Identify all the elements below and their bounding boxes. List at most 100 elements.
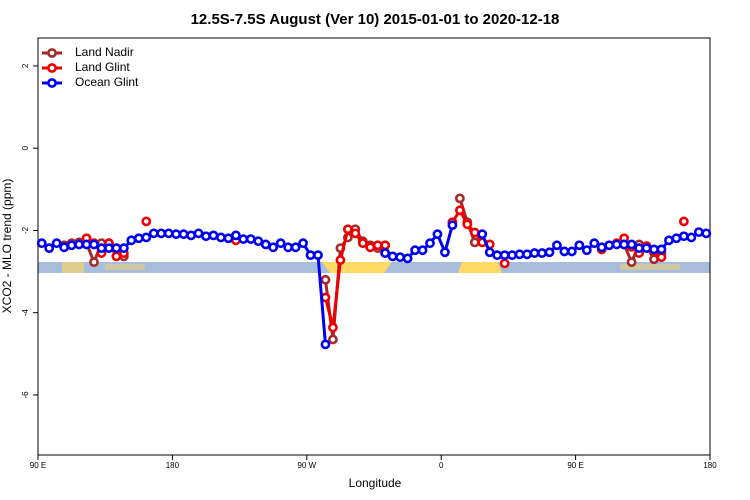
data-point [664, 235, 674, 246]
data-point [454, 205, 465, 216]
x-tick-label: 0 [439, 461, 444, 470]
data-point [36, 238, 47, 249]
data-point [298, 238, 308, 249]
data-point [126, 235, 137, 246]
data-point [634, 243, 644, 254]
data-point [156, 228, 167, 239]
data-point [380, 240, 391, 251]
data-point [447, 220, 458, 231]
data-point [111, 243, 122, 254]
data-point [313, 250, 323, 261]
plot-frame [37, 37, 711, 456]
data-point [208, 230, 219, 241]
data-point [469, 227, 480, 238]
data-point [477, 229, 488, 240]
data-point [417, 245, 428, 256]
data-point [552, 240, 562, 251]
x-tick-label: 90 E [30, 461, 46, 470]
data-point [89, 239, 99, 250]
y-tick-label: -2 [21, 226, 30, 234]
data-point [193, 228, 204, 239]
legend-marker [47, 78, 57, 88]
data-point [51, 238, 62, 249]
data-point [268, 242, 279, 253]
x-tick-label: 180 [703, 461, 717, 470]
data-point [499, 258, 510, 269]
data-point [649, 244, 659, 255]
legend-marker [47, 63, 57, 73]
data-point [223, 233, 234, 244]
data-point [454, 193, 465, 204]
data-point [111, 251, 122, 262]
data-point [432, 229, 443, 240]
data-point [186, 230, 196, 241]
data-point [230, 230, 241, 241]
data-point [514, 249, 525, 260]
data-point [372, 240, 383, 251]
data-point [171, 229, 182, 240]
data-point [402, 253, 413, 264]
data-point [462, 219, 473, 230]
data-point [626, 239, 637, 250]
data-point [484, 247, 495, 258]
x-tick-label: 90 E [567, 461, 583, 470]
land-strip [620, 264, 680, 270]
series [36, 220, 712, 350]
data-point [328, 334, 338, 345]
data-point [410, 245, 420, 256]
y-tick-label: 2 [21, 63, 30, 68]
data-point [66, 240, 77, 251]
data-point [335, 255, 346, 265]
data-point [566, 246, 577, 257]
data-point [574, 240, 585, 251]
data-point [96, 243, 107, 254]
data-point [701, 228, 712, 239]
chart-title: 12.5S-7.5S August (Ver 10) 2015-01-01 to… [191, 11, 560, 28]
y-tick-label: -6 [21, 391, 30, 399]
data-point [81, 239, 92, 250]
data-point [581, 245, 592, 256]
map-strip [38, 262, 710, 273]
y-tick-label: 0 [21, 145, 30, 150]
data-point [522, 249, 532, 260]
data-point [342, 224, 353, 235]
data-point [693, 227, 704, 238]
land-strip [62, 262, 84, 273]
data-point [275, 238, 286, 249]
data-point [395, 252, 406, 263]
data-point [133, 233, 144, 244]
land-strip [322, 262, 392, 273]
data-point [671, 233, 682, 244]
data-point [537, 248, 547, 258]
data-point [89, 257, 99, 268]
data-point [59, 242, 70, 253]
data-point [380, 248, 391, 258]
data-point [260, 239, 271, 250]
legend-label: Land Glint [75, 60, 130, 74]
data-point [656, 244, 667, 255]
data-point [529, 248, 540, 258]
data-point [201, 231, 211, 242]
data-point [238, 234, 249, 244]
data-point [619, 239, 630, 250]
legend-marker [47, 48, 57, 58]
data-point [596, 242, 607, 253]
data-point [589, 238, 600, 249]
data-point [611, 239, 622, 250]
data-point [678, 216, 689, 227]
data-point [253, 236, 264, 247]
land-strip [105, 264, 145, 270]
y-axis-label: XCO2 - MLO trend (ppm) [0, 179, 14, 314]
data-point [74, 239, 84, 250]
data-point [245, 234, 256, 244]
data-point [559, 246, 570, 257]
x-tick-label: 180 [166, 461, 180, 470]
data-point [656, 252, 667, 263]
data-point [499, 250, 510, 261]
data-point [328, 322, 338, 333]
data-point [350, 228, 361, 239]
data-point [649, 254, 659, 265]
data-point [320, 274, 331, 285]
data-point [507, 250, 518, 261]
